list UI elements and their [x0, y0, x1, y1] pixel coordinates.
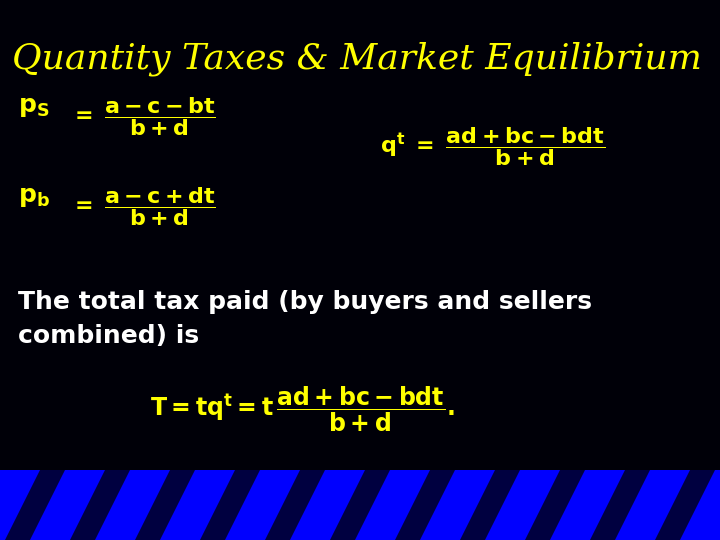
Text: $\mathbf{p_b}$: $\mathbf{p_b}$	[18, 185, 50, 209]
Polygon shape	[680, 470, 720, 540]
Polygon shape	[0, 470, 40, 540]
Text: $\mathbf{T = tq^t = t\,\dfrac{ad+bc-bdt}{b+d}.}$: $\mathbf{T = tq^t = t\,\dfrac{ad+bc-bdt}…	[150, 385, 454, 434]
Text: $\mathbf{p_S}$: $\mathbf{p_S}$	[18, 95, 50, 119]
Polygon shape	[290, 470, 365, 540]
Text: $\mathbf{=\ \dfrac{a-c+dt}{b+d}}$: $\mathbf{=\ \dfrac{a-c+dt}{b+d}}$	[70, 185, 216, 228]
Polygon shape	[420, 470, 495, 540]
Text: $\mathbf{=\ \dfrac{a-c-bt}{b+d}}$: $\mathbf{=\ \dfrac{a-c-bt}{b+d}}$	[70, 95, 216, 138]
Polygon shape	[95, 470, 170, 540]
Polygon shape	[550, 470, 625, 540]
Text: Quantity Taxes & Market Equilibrium: Quantity Taxes & Market Equilibrium	[12, 42, 702, 77]
Polygon shape	[355, 470, 430, 540]
Polygon shape	[615, 470, 690, 540]
Polygon shape	[30, 470, 105, 540]
Polygon shape	[160, 470, 235, 540]
Polygon shape	[485, 470, 560, 540]
Polygon shape	[225, 470, 300, 540]
Polygon shape	[0, 470, 720, 540]
Text: The total tax paid (by buyers and sellers
combined) is: The total tax paid (by buyers and seller…	[18, 290, 592, 348]
Text: $\mathbf{q^t\ =\ \dfrac{ad+bc-bdt}{b+d}}$: $\mathbf{q^t\ =\ \dfrac{ad+bc-bdt}{b+d}}…	[380, 125, 605, 168]
